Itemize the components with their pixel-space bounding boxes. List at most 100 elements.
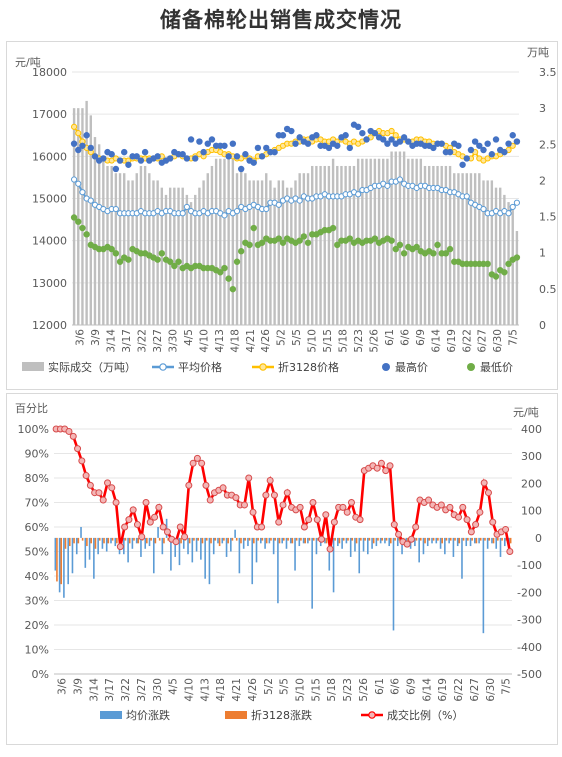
deal-ratio-point (437, 501, 445, 509)
high-price-point (476, 142, 483, 149)
high-price-point (154, 153, 161, 160)
high-price-point (258, 153, 266, 160)
avg-change-bar (105, 537, 108, 552)
zhe3128-change-bar (454, 537, 456, 541)
avg-change-bar (277, 537, 279, 604)
deal-ratio-point (377, 459, 385, 467)
zhe3128-change-bar (116, 537, 118, 544)
deal-ratio-point (116, 543, 124, 551)
low-price-point (442, 250, 450, 257)
y-tick-right: 0.5 (539, 283, 557, 296)
volume-bar (244, 173, 247, 325)
zhe3128-change-bar (265, 537, 268, 544)
x-tick-label: 6/6 (399, 329, 411, 346)
avg-change-bar (418, 537, 420, 563)
volume-bar (298, 173, 301, 325)
deal-ratio-point (146, 518, 154, 526)
deal-ratio-point (305, 516, 313, 524)
volume-bar (402, 151, 406, 325)
avg-price-point (513, 199, 521, 206)
x-tick-label: 6/6 (390, 678, 402, 695)
low-price-point (413, 243, 420, 251)
volume-bar (214, 158, 218, 325)
high-price-point (467, 146, 475, 154)
high-price-point (279, 132, 287, 139)
deal-ratio-point (219, 484, 227, 492)
high-price-point (446, 148, 454, 156)
deal-ratio-point (245, 474, 253, 482)
low-price-point (125, 256, 132, 263)
low-price-point (166, 258, 174, 265)
volume-bar (427, 165, 431, 325)
avg-change-bar (259, 537, 262, 544)
zhe3128-change-bar (223, 537, 225, 541)
high-price-point (396, 138, 404, 145)
zhe3128-change-bar (180, 537, 182, 544)
low-price-point (112, 250, 120, 257)
zhe3128-change-bar (235, 537, 238, 541)
legend-zhe3128-change-label: 折3128涨跌 (251, 708, 312, 722)
zhe3128-change-bar (432, 537, 435, 541)
deal-ratio-point (185, 481, 193, 489)
avg-change-bar (324, 537, 326, 544)
avg-change-bar (298, 537, 301, 547)
zhe3128-change-bar (471, 537, 473, 541)
x-tick-label: 3/22 (120, 678, 132, 702)
volume-bar (419, 158, 423, 325)
x-tick-label: 3/27 (152, 329, 164, 353)
volume-bar (269, 180, 272, 325)
avg-change-bar (345, 537, 348, 544)
zhe3128-change-bar (368, 537, 371, 541)
avg-change-bar (217, 537, 219, 544)
x-tick-label: 3/14 (88, 678, 100, 702)
avg-change-bar (495, 537, 498, 549)
avg-change-bar (152, 537, 155, 574)
low-price-point (430, 250, 437, 257)
deal-ratio-point (463, 516, 471, 524)
zhe3128-change-bar (475, 537, 478, 544)
avg-change-bar (307, 537, 309, 544)
avg-change-bar (234, 529, 236, 538)
low-price-point (492, 273, 500, 280)
avg-change-bar (230, 537, 232, 552)
volume-bar (81, 108, 84, 326)
avg-change-bar (311, 537, 313, 609)
zhe3128-change-bar (261, 537, 264, 541)
x-tick-label: 5/23 (342, 678, 354, 702)
high-price-point (296, 134, 303, 141)
deal-ratio-point (258, 523, 266, 531)
volume-bar (198, 187, 201, 325)
zhe3128-change-bar (107, 537, 110, 544)
low-price-point (83, 231, 90, 238)
avg-change-bar (268, 537, 271, 544)
zhe3128-change-bar (462, 537, 465, 541)
chart-panel-change-ratio: 百分比 元/吨 0% 10% 20% 30% 40% 50% 60% 70% 80% 90% 100% -… (6, 393, 558, 745)
x-tick-label: 6/1 (374, 678, 386, 695)
zhe3128-change-bar (479, 537, 482, 541)
deal-ratio-point (506, 548, 514, 555)
x-tick-label: 4/5 (183, 329, 195, 346)
volume-bar (457, 173, 460, 325)
volume-bar (235, 173, 239, 325)
deal-ratio-point (300, 523, 308, 531)
avg-change-bar (63, 537, 65, 598)
avg-change-bar (384, 537, 386, 544)
high-price-point (225, 153, 232, 160)
high-price-point (233, 153, 241, 160)
deal-ratio-point (347, 499, 355, 506)
zhe3128-change-bar (56, 537, 58, 582)
avg-change-bar (405, 537, 408, 544)
zhe3128-change-bar (248, 537, 251, 541)
volume-bar (302, 173, 306, 325)
volume-bar (177, 187, 180, 325)
low-price-point (154, 256, 161, 263)
zhe3128-change-bar (244, 537, 247, 541)
high-price-point (87, 144, 94, 152)
avg-change-bar (354, 537, 356, 552)
zhe3128-change-bar (270, 537, 272, 541)
x-tick-label: 3/17 (104, 678, 116, 702)
volume-bar (386, 158, 389, 325)
high-price-point (405, 138, 412, 145)
avg-change-bar (272, 537, 275, 555)
high-price-point (304, 140, 312, 147)
